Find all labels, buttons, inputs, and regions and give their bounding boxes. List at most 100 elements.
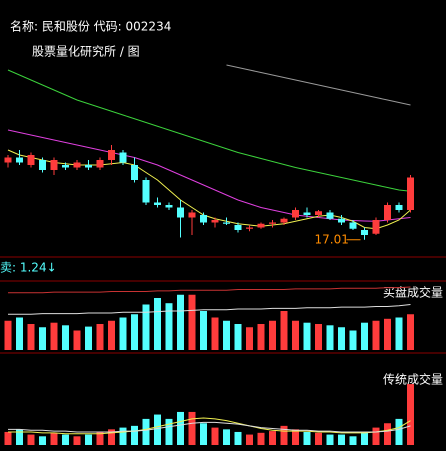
volume-bar [108, 429, 115, 445]
volume-bar [73, 436, 81, 445]
candle-body [246, 227, 253, 229]
volume-bar [407, 384, 414, 445]
volume-bar [234, 324, 242, 350]
chart-title: 名称: 民和股份 代码: 002234 [10, 19, 171, 34]
candle-body [292, 210, 299, 218]
volume-bar [119, 427, 127, 445]
candle-body [200, 215, 207, 223]
candle-body [154, 202, 161, 205]
volume-bar [223, 320, 230, 350]
volume-bar [384, 318, 391, 350]
volume-bar [119, 317, 127, 350]
volume-bar [39, 327, 46, 350]
candle-body [50, 160, 58, 170]
volume-bar [395, 317, 403, 350]
volume-bar [177, 294, 184, 350]
candle-body [269, 222, 276, 224]
candle-body [395, 205, 403, 210]
volume-bar [257, 324, 265, 350]
candle-body [4, 157, 12, 163]
volume-bar [177, 411, 184, 445]
volume-bar [108, 320, 115, 350]
candle-body [131, 165, 138, 180]
candle-body [234, 225, 242, 230]
volume-bar [200, 311, 207, 350]
panel-label: 买盘成交量 [383, 285, 443, 300]
panel-label: 传统成交量 [383, 372, 443, 387]
candle-body [257, 223, 265, 228]
ma-line [8, 304, 411, 315]
volume-bar [303, 431, 311, 445]
candle-body [177, 207, 184, 218]
volume-bar [372, 320, 380, 350]
candle-body [73, 162, 81, 168]
volume-bar [269, 431, 276, 445]
volume-bar [269, 320, 276, 350]
candle-body [338, 218, 345, 223]
volume-bar [200, 423, 207, 445]
candle-body [165, 205, 173, 208]
volume-bar [96, 431, 104, 445]
volume-bar [349, 330, 357, 350]
candle-body [142, 180, 150, 203]
chart-subtitle: 股票量化研究所 / 图 [32, 44, 140, 59]
volume-bar [188, 411, 196, 445]
candle-body [96, 160, 104, 168]
volume-bar [142, 418, 150, 445]
candle-body [62, 165, 69, 168]
candle-body [315, 211, 322, 215]
volume-bar [315, 324, 322, 350]
ma-line [8, 417, 411, 435]
volume-bar [326, 434, 334, 445]
volume-bar [338, 327, 345, 350]
volume-bar [349, 436, 357, 445]
volume-bar [131, 425, 138, 445]
volume-bar [50, 432, 58, 445]
candle-body [361, 230, 368, 235]
volume-bar [292, 320, 299, 350]
candle-body [119, 152, 127, 163]
volume-bar [154, 414, 161, 445]
volume-bar [246, 434, 253, 445]
candle-body [27, 155, 35, 165]
volume-bar [211, 317, 219, 350]
volume-bar [131, 314, 138, 350]
volume-bar [39, 436, 46, 445]
volume-bar [280, 311, 288, 350]
volume-bar [4, 320, 12, 350]
volume-bar [326, 325, 334, 350]
ma-line [7, 69, 411, 192]
volume-bar [154, 298, 161, 350]
volume-bar [246, 327, 253, 350]
ma-line [8, 421, 411, 433]
candle-body [384, 205, 391, 220]
volume-bar [85, 326, 92, 350]
volume-bar [292, 429, 299, 445]
volume-bar [223, 429, 230, 445]
volume-bar [407, 314, 414, 350]
volume-bar [142, 304, 150, 350]
volume-bar [27, 324, 35, 350]
volume-bar [361, 431, 368, 445]
candle-body [372, 220, 380, 234]
volume-bar [62, 325, 69, 350]
volume-bar [27, 434, 35, 445]
volume-bar [384, 423, 391, 445]
volume-bar [96, 324, 104, 350]
volume-bar [50, 322, 58, 350]
volume-bar [165, 418, 173, 445]
volume-bar [234, 431, 242, 445]
ma-line [8, 286, 411, 294]
volume-bar [280, 425, 288, 445]
candle-body [280, 218, 288, 223]
candle-body [188, 212, 196, 218]
volume-bar [16, 429, 23, 445]
volume-bar [16, 317, 23, 350]
volume-bar [315, 432, 322, 445]
candle-body [326, 212, 334, 219]
candle-body [39, 160, 46, 170]
volume-bar [361, 322, 368, 350]
volume-bar [257, 432, 265, 445]
